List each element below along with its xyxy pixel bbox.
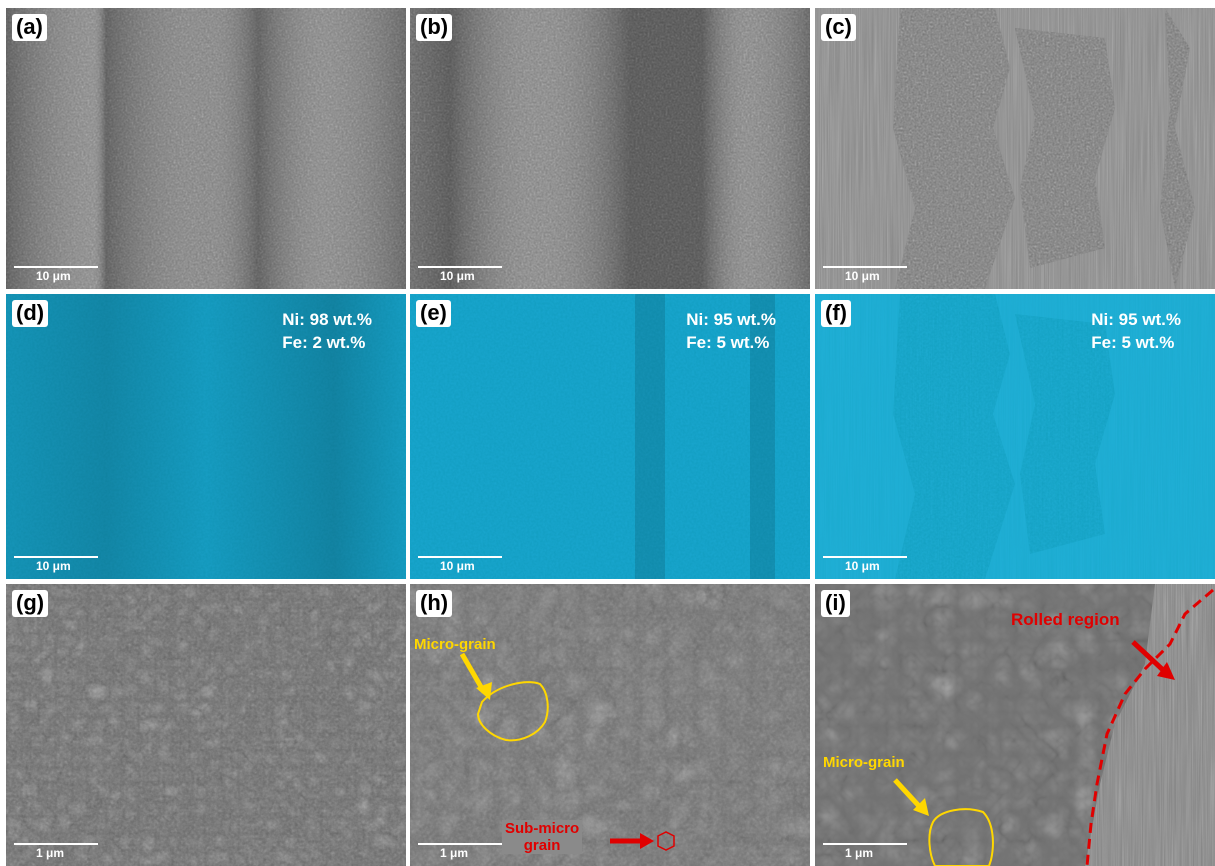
panel-f: (f) Ni: 95 wt.% Fe: 5 wt.% 10 μm	[815, 294, 1215, 579]
ni-content: Ni: 98 wt.%	[282, 310, 372, 329]
fe-content: Fe: 2 wt.%	[282, 333, 366, 352]
sem-image-b	[410, 8, 810, 289]
ni-content: Ni: 95 wt.%	[686, 310, 776, 329]
eds-map-d	[6, 294, 406, 579]
fe-content: Fe: 5 wt.%	[686, 333, 770, 352]
scale-bar: 10 μm	[418, 556, 502, 573]
micro-grain-label: Micro-grain	[414, 636, 496, 653]
panel-label: (f)	[821, 300, 851, 327]
fe-content: Fe: 5 wt.%	[1091, 333, 1175, 352]
panel-d: (d) Ni: 98 wt.% Fe: 2 wt.% 10 μm	[6, 294, 406, 579]
eds-map-f	[815, 294, 1215, 579]
sem-image-h	[410, 584, 810, 866]
panel-label: (g)	[12, 590, 49, 617]
sub-micro-grain-label: Sub-micro grain	[502, 820, 583, 854]
panel-label: (a)	[12, 14, 47, 41]
ni-content: Ni: 95 wt.%	[1091, 310, 1181, 329]
panel-b: (b) 10 μm	[410, 8, 810, 289]
scale-bar: 10 μm	[823, 266, 907, 283]
sem-image-c	[815, 8, 1215, 289]
sem-image-a	[6, 8, 406, 289]
panel-e: (e) Ni: 95 wt.% Fe: 5 wt.% 10 μm	[410, 294, 810, 579]
composition-readout: Ni: 98 wt.% Fe: 2 wt.%	[282, 308, 372, 354]
scale-bar: 10 μm	[14, 556, 98, 573]
panel-label: (i)	[821, 590, 850, 617]
rolled-region-label: Rolled region	[1011, 610, 1120, 629]
scale-bar: 1 μm	[14, 843, 98, 860]
scale-bar: 1 μm	[418, 843, 502, 860]
composition-readout: Ni: 95 wt.% Fe: 5 wt.%	[686, 308, 776, 354]
micro-grain-label: Micro-grain	[823, 754, 905, 771]
panel-label: (h)	[416, 590, 453, 617]
eds-map-e	[410, 294, 810, 579]
panel-a: (a) 10 μm	[6, 8, 406, 289]
scale-bar: 1 μm	[823, 843, 907, 860]
panel-h: (h) Micro-grain Sub-micro grain 1 μm	[410, 584, 810, 866]
panel-i: (i) Rolled region Micro-grain 1 μm	[815, 584, 1215, 866]
panel-c: (c) 10 μm	[815, 8, 1215, 289]
composition-readout: Ni: 95 wt.% Fe: 5 wt.%	[1091, 308, 1181, 354]
panel-g: (g) 1 μm	[6, 584, 406, 866]
scale-bar: 10 μm	[823, 556, 907, 573]
panel-label: (b)	[416, 14, 453, 41]
panel-label: (e)	[416, 300, 451, 327]
scale-bar: 10 μm	[14, 266, 98, 283]
scale-bar: 10 μm	[418, 266, 502, 283]
sem-image-g	[6, 584, 406, 866]
panel-label: (d)	[12, 300, 49, 327]
panel-label: (c)	[821, 14, 856, 41]
